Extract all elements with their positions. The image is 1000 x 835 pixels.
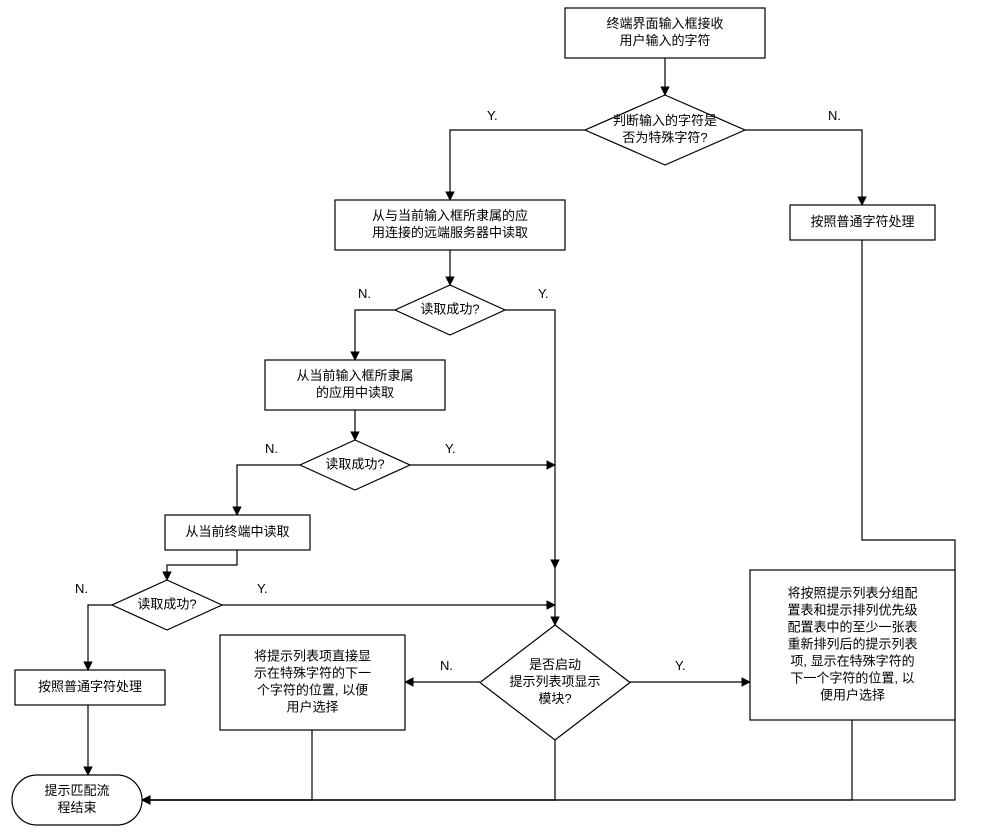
rect-node-n5: 从当前终端中读取: [165, 515, 310, 550]
diamond-node-d4: 读取成功?: [112, 580, 222, 630]
edge-label: N.: [75, 581, 88, 596]
node-text: 读取成功?: [325, 456, 384, 471]
node-text: 便用户选择: [820, 687, 885, 702]
diamond-node-d2: 读取成功?: [395, 285, 505, 335]
edge-label: N.: [828, 108, 841, 123]
rect-node-n4: 从当前输入框所隶属的应用中读取: [265, 360, 445, 410]
diamond-node-d3: 读取成功?: [300, 440, 410, 490]
node-text: 用户输入的字符: [619, 33, 710, 48]
node-text: 置表和提示排列优先级: [787, 602, 917, 617]
node-text: 否为特殊字符?: [622, 130, 707, 145]
edge-label: Y.: [445, 441, 456, 456]
node-text: 判断输入的字符是: [613, 113, 717, 128]
node-text: 从与当前输入框所隶属的应: [372, 208, 528, 223]
node-text: 用连接的远端服务器中读取: [372, 225, 528, 240]
node-text: 从当前终端中读取: [185, 524, 289, 539]
edge-label: N.: [440, 658, 453, 673]
rect-node-n2: 从与当前输入框所隶属的应用连接的远端服务器中读取: [335, 200, 565, 250]
node-text: 读取成功?: [137, 596, 196, 611]
flow-edge: [450, 130, 585, 200]
rect-node-n3: 按照普通字符处理: [790, 205, 935, 240]
node-text: 下一个字符的位置, 以: [790, 670, 914, 685]
node-text: 将按照提示列表分组配: [787, 585, 917, 600]
flow-edge: [505, 310, 555, 568]
node-text: 读取成功?: [420, 301, 479, 316]
flow-edge: [745, 130, 862, 205]
node-text: 提示列表项显示: [509, 674, 600, 689]
node-text: 重新排列后的提示列表: [787, 636, 917, 651]
node-text: 提示匹配流: [44, 783, 109, 798]
flowchart-canvas: Y.N.N.Y.N.Y.N.Y.N.Y.终端界面输入框接收用户输入的字符判断输入…: [0, 0, 1000, 835]
edge-label: N.: [358, 286, 371, 301]
term-node-t1: 提示匹配流程结束: [12, 775, 142, 825]
edge-label: Y.: [538, 286, 549, 301]
node-text: 是否启动: [529, 657, 581, 672]
node-text: 的应用中读取: [316, 385, 394, 400]
diamond-node-d1: 判断输入的字符是否为特殊字符?: [585, 95, 745, 165]
edge-label: Y.: [675, 658, 686, 673]
node-text: 将提示列表项直接显: [254, 648, 371, 663]
node-text: 配置表中的至少一张表: [787, 619, 917, 634]
edge-label: N.: [265, 441, 278, 456]
node-text: 项, 显示在特殊字符的: [790, 653, 914, 668]
flow-edge: [142, 720, 852, 800]
flow-edge: [355, 310, 395, 360]
flow-edge: [167, 550, 237, 580]
node-text: 用户选择: [286, 699, 338, 714]
node-text: 个字符的位置, 以便: [257, 682, 368, 697]
edge-label: Y.: [257, 581, 268, 596]
rect-node-n7: 将提示列表项直接显示在特殊字符的下一个字符的位置, 以便用户选择: [220, 635, 405, 730]
diamond-node-d5: 是否启动提示列表项显示模块?: [480, 625, 630, 740]
rect-node-n1: 终端界面输入框接收用户输入的字符: [565, 8, 765, 58]
node-text: 按照普通字符处理: [810, 214, 914, 229]
node-text: 模块?: [538, 691, 571, 706]
flow-edge: [237, 465, 300, 515]
node-text: 程结束: [57, 800, 96, 815]
node-text: 示在特殊字符的下一: [254, 665, 371, 680]
flow-edge: [142, 740, 555, 800]
rect-node-n6: 按照普通字符处理: [15, 670, 165, 705]
node-text: 终端界面输入框接收: [606, 16, 723, 31]
rect-node-n8: 将按照提示列表分组配置表和提示排列优先级配置表中的至少一张表重新排列后的提示列表…: [750, 570, 955, 720]
flow-edge: [88, 605, 112, 670]
node-text: 按照普通字符处理: [38, 679, 142, 694]
node-text: 从当前输入框所隶属: [296, 368, 413, 383]
edge-label: Y.: [487, 108, 498, 123]
flow-edge: [142, 730, 312, 800]
